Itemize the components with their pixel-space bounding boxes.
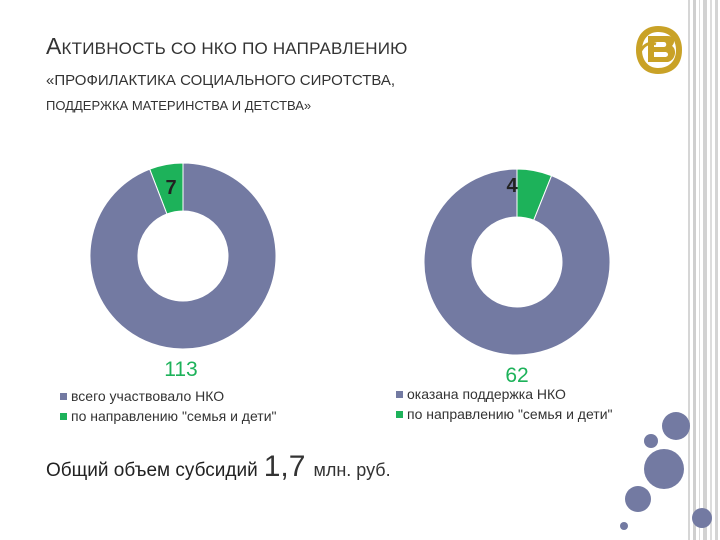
slide-title: АКТИВНОСТЬ СО НКО ПО НАПРАВЛЕНИЮ bbox=[46, 33, 408, 60]
title-subline-2: ПОДДЕРЖКА МАТЕРИНСТВА И ДЕТСТВА» bbox=[46, 98, 312, 113]
legend-label: всего участвовало НКО bbox=[71, 388, 225, 404]
legend-label: по направлению "семья и дети" bbox=[71, 408, 277, 424]
decorative-circles bbox=[620, 412, 712, 530]
data-label-total-chart-2: 62 bbox=[505, 364, 528, 387]
legend-swatch-primary bbox=[60, 392, 67, 400]
legend-item: по направлению "семья и дети" bbox=[396, 404, 613, 424]
title-subline-1: «ПРОФИЛАКТИКА СОЦИАЛЬНОГО СИРОТСТВА, bbox=[46, 72, 396, 89]
doughnut-charts: 113 7 62 4 bbox=[89, 162, 611, 387]
title-initial: А bbox=[46, 33, 62, 59]
organization-logo-icon bbox=[636, 26, 682, 74]
doughnut-segment-primary-chart-2 bbox=[423, 168, 611, 356]
data-label-family-chart-2: 4 bbox=[506, 175, 518, 197]
doughnut-segment-primary-chart-1 bbox=[89, 162, 277, 350]
legend-label: по направлению "семья и дети" bbox=[407, 406, 613, 422]
legend-item: оказана поддержка НКО bbox=[396, 384, 613, 404]
data-label-total-chart-1: 113 bbox=[164, 358, 197, 381]
legend-swatch-primary bbox=[396, 390, 403, 398]
legend-item: всего участвовало НКО bbox=[60, 386, 277, 406]
legend-chart-1: всего участвовало НКО по направлению "се… bbox=[60, 386, 277, 426]
decorative-stripes bbox=[688, 0, 718, 540]
title-main: КТИВНОСТЬ СО НКО bbox=[61, 39, 243, 58]
subsidy-value: 1,7 bbox=[263, 450, 306, 483]
legend-swatch-accent bbox=[396, 410, 403, 418]
legend-item: по направлению "семья и дети" bbox=[60, 406, 277, 426]
legend-swatch-accent bbox=[60, 412, 67, 420]
title-tail: ПО НАПРАВЛЕНИЮ bbox=[242, 39, 408, 58]
subsidy-label: Общий объем субсидий bbox=[46, 460, 258, 481]
subsidy-summary: Общий объем субсидий 1,7 млн. руб. bbox=[46, 450, 391, 484]
legend-label: оказана поддержка НКО bbox=[407, 386, 566, 402]
legend-chart-2: оказана поддержка НКО по направлению "се… bbox=[396, 384, 613, 424]
subsidy-unit: млн. руб. bbox=[313, 460, 391, 480]
data-label-family-chart-1: 7 bbox=[165, 177, 176, 199]
